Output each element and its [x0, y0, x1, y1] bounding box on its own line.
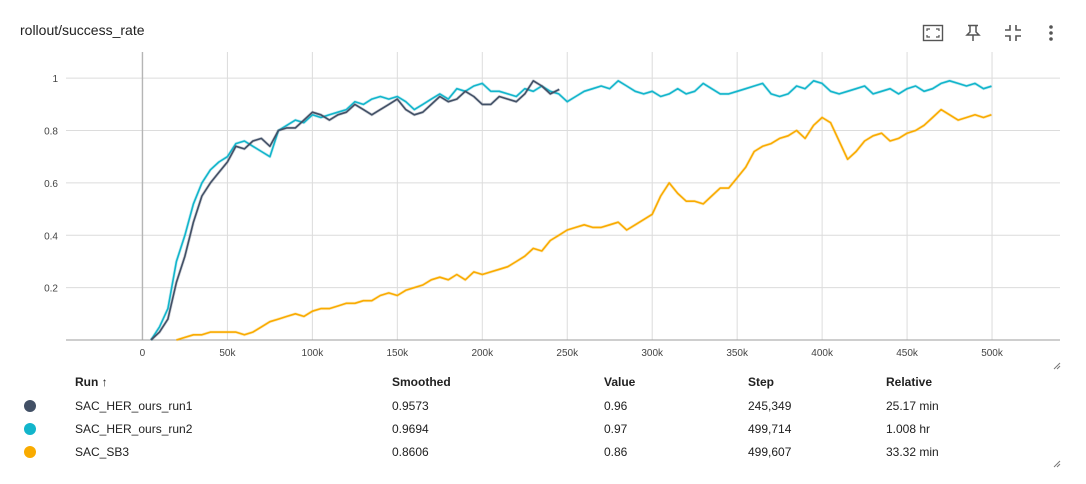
table-cell-relative: 33.32 min [886, 445, 939, 459]
fit-domain-button[interactable] [922, 22, 944, 44]
x-tick-label: 100k [302, 348, 325, 359]
series-line [176, 108, 992, 341]
run-color-dot [24, 446, 36, 458]
table-cell-relative: 1.008 hr [886, 422, 931, 436]
y-tick-label: 0.6 [44, 179, 58, 190]
line-chart[interactable]: 0.2 0.4 0.6 0.8 1 0 50k 100k 150k 200k 250k 300k 350… [8, 8, 1078, 368]
chart-title: rollout/success_rate [20, 22, 145, 38]
table-cell-run: SAC_HER_ours_run1 [75, 399, 193, 413]
chart-card: rollout/success_rate 0.2 0.4 0.6 0.8 1 0 50k 10… [8, 8, 1078, 476]
table-cell-value: 0.97 [604, 422, 628, 436]
table-cell-value: 0.96 [604, 399, 628, 413]
table-cell-step: 499,714 [748, 422, 792, 436]
y-tick-label: 0.2 [44, 284, 58, 295]
table-cell-relative: 25.17 min [886, 399, 939, 413]
y-tick-label: 1 [52, 74, 58, 85]
x-tick-label: 450k [896, 348, 919, 359]
table-cell-smoothed: 0.9694 [392, 422, 429, 436]
pin-button[interactable] [962, 22, 984, 44]
collapse-button[interactable] [1002, 22, 1024, 44]
series-line [150, 80, 560, 341]
series-raw-line [149, 79, 560, 342]
x-tick-label: 150k [386, 348, 409, 359]
x-tick-label: 300k [641, 348, 664, 359]
x-tick-label: 400k [811, 348, 834, 359]
table-cell-run: SAC_HER_ours_run2 [75, 422, 193, 436]
y-tick-label: 0.4 [44, 231, 58, 242]
collapse-icon [1005, 25, 1021, 41]
column-header: Relative [886, 375, 933, 389]
x-tick-label: 250k [556, 348, 579, 359]
table-cell-value: 0.86 [604, 445, 628, 459]
more-vert-icon [1049, 25, 1053, 41]
more-options-button[interactable] [1040, 22, 1062, 44]
series-line [150, 80, 992, 341]
chart-resize-icon[interactable] [1053, 362, 1061, 370]
table-cell-smoothed: 0.9573 [392, 399, 429, 413]
x-tick-label: 0 [140, 348, 146, 359]
table-cell-step: 245,349 [748, 399, 792, 413]
table-cell-run: SAC_SB3 [75, 445, 130, 459]
pin-icon [965, 24, 981, 41]
table-resize-icon[interactable] [1053, 460, 1061, 468]
x-tick-label: 50k [219, 348, 236, 359]
table-cell-step: 499,607 [748, 445, 792, 459]
run-color-dot [24, 423, 36, 435]
column-header[interactable]: Run ↑ [75, 375, 108, 389]
column-header: Step [748, 375, 775, 389]
column-header: Value [604, 375, 636, 389]
column-header: Smoothed [392, 375, 451, 389]
x-tick-label: 500k [981, 348, 1004, 359]
x-tick-label: 350k [726, 348, 749, 359]
series-raw-line [149, 79, 992, 341]
fit-to-data-icon [922, 24, 944, 42]
run-color-dot [24, 400, 36, 412]
y-tick-label: 0.8 [44, 127, 58, 138]
x-tick-label: 200k [471, 348, 494, 359]
table-cell-smoothed: 0.8606 [392, 445, 429, 459]
